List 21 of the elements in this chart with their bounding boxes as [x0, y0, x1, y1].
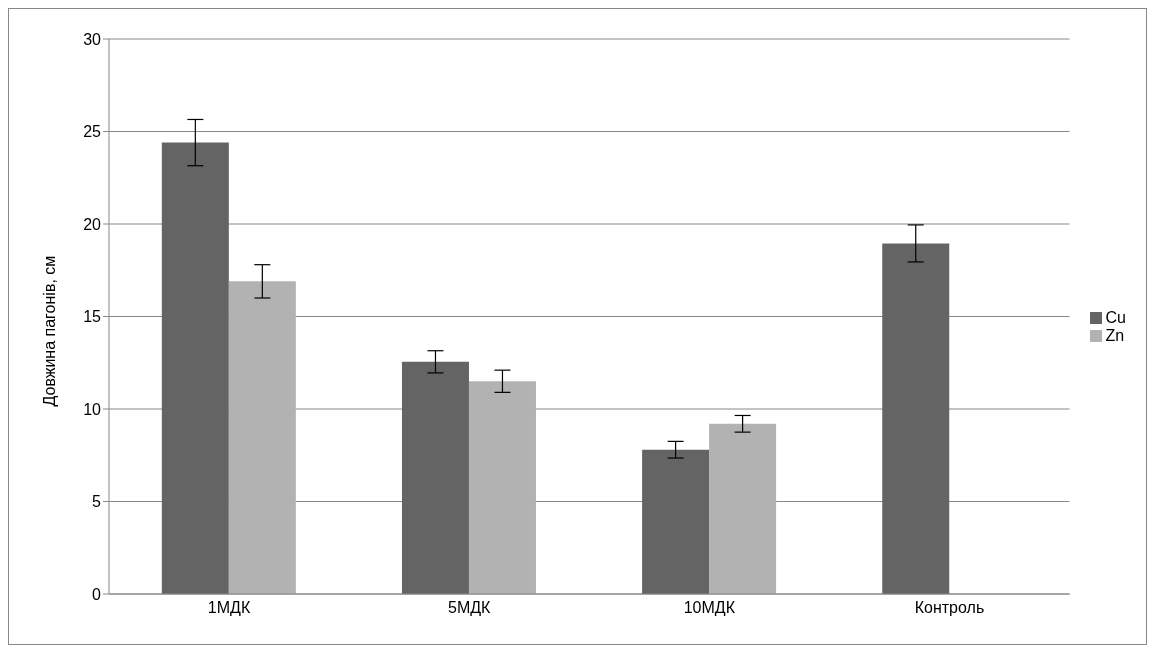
x-tick-label: 10МДК: [683, 599, 736, 617]
x-tick-label: Контроль: [914, 599, 985, 617]
bar: [161, 142, 229, 594]
bar: [709, 423, 777, 594]
bar: [228, 281, 296, 594]
x-tick-label: 1МДК: [207, 599, 251, 617]
y-tick-label: 10: [83, 400, 102, 418]
bar: [468, 381, 536, 594]
bar: [401, 361, 469, 594]
y-tick-label: 0: [92, 585, 102, 603]
bar: [882, 243, 950, 594]
x-tick-label: 5МДК: [448, 599, 492, 617]
y-tick-label: 20: [83, 215, 102, 233]
y-axis-title: Довжина пагонів, см: [40, 255, 58, 407]
bar: [642, 449, 710, 594]
legend-label: Zn: [1105, 326, 1125, 344]
y-tick-label: 30: [83, 30, 102, 48]
y-tick-label: 15: [83, 308, 102, 326]
y-tick-label: 25: [83, 123, 102, 141]
y-tick-label: 5: [92, 493, 102, 511]
legend-label: Cu: [1105, 308, 1126, 326]
